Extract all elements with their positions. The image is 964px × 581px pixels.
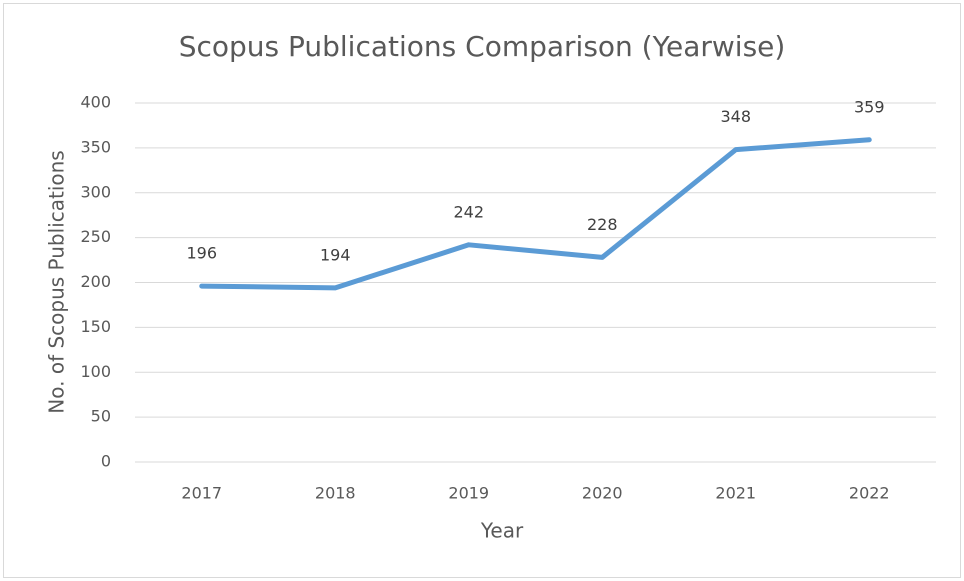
data-label: 348 xyxy=(720,107,751,126)
x-tick-label: 2018 xyxy=(315,484,356,503)
data-label: 194 xyxy=(320,245,351,264)
y-tick-label: 150 xyxy=(80,317,111,336)
y-axis-label: No. of Scopus Publications xyxy=(45,150,69,413)
x-tick-label: 2020 xyxy=(582,484,623,503)
y-tick-label: 0 xyxy=(101,452,111,471)
y-tick-label: 200 xyxy=(80,272,111,291)
x-tick-label: 2019 xyxy=(448,484,489,503)
line xyxy=(199,137,872,291)
y-tick-label: 50 xyxy=(91,407,111,426)
y-tick-label: 100 xyxy=(80,362,111,381)
chart-title: Scopus Publications Comparison (Yearwise… xyxy=(179,30,786,63)
data-label: 359 xyxy=(854,97,885,116)
data-label: 228 xyxy=(587,215,618,234)
y-tick-label: 400 xyxy=(80,93,111,112)
chart-border xyxy=(3,3,961,578)
y-tick-label: 250 xyxy=(80,227,111,246)
x-tick-label: 2022 xyxy=(849,484,890,503)
y-tick-label: 350 xyxy=(80,137,111,156)
y-tick-label: 300 xyxy=(80,182,111,201)
x-tick-label: 2021 xyxy=(715,484,756,503)
data-label: 196 xyxy=(186,244,217,263)
data-label: 242 xyxy=(453,202,484,221)
x-tick-label: 2017 xyxy=(181,484,222,503)
x-axis-label: Year xyxy=(480,519,524,543)
